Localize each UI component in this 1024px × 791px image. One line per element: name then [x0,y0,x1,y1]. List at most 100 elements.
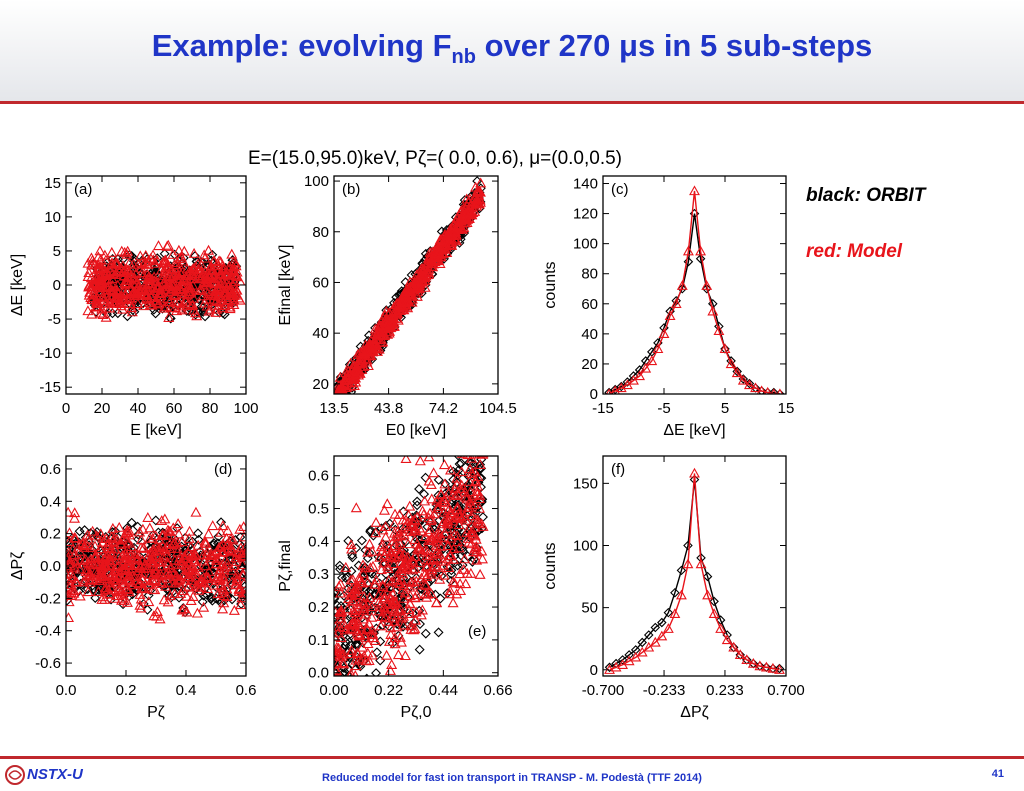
model-point [432,503,444,514]
orbit-point [334,667,340,676]
orbit-point [165,313,176,324]
model-point [160,283,172,294]
model-point [231,289,243,300]
model-point [143,296,155,307]
model-point [151,610,163,621]
model-point [403,296,415,307]
orbit-point [338,590,349,601]
model-point [756,385,767,394]
model-point [374,327,387,338]
model-point [457,208,469,219]
model-point [81,529,94,540]
orbit-point [663,607,674,618]
model-point [66,553,73,564]
model-point [161,556,173,567]
orbit-point [351,682,359,690]
panel-frame [602,175,787,395]
model-point [224,286,236,297]
model-point [470,533,482,544]
orbit-point [207,595,218,606]
model-point [222,539,234,550]
model-point [210,295,223,306]
model-point [164,286,176,297]
model-point [414,544,426,555]
orbit-point [193,528,203,539]
model-point [92,259,104,270]
model-point [134,526,146,537]
panel-frame [602,455,787,677]
model-point [413,276,425,287]
orbit-point [81,548,92,559]
model-point [438,569,450,580]
model-point [217,275,229,286]
model-point [185,265,197,276]
model-point [398,563,410,574]
model-point [439,478,451,489]
model-point [454,568,466,579]
model-point [417,505,429,516]
model-point [85,272,97,283]
model-point [100,297,112,308]
legend-model: red: Model [806,241,903,262]
model-point [422,252,434,263]
model-point [463,536,475,547]
model-point [129,547,141,558]
y-tick-label: 15 [44,175,61,192]
model-point [669,608,681,619]
model-point [383,327,395,338]
model-point [448,529,460,540]
model-point [138,563,150,574]
panel-c: -15 -5 5 15 0 20 40 60 80 100 120 140 ΔE [keV] counts… [542,175,794,439]
model-point [436,247,448,258]
model-point [163,569,175,580]
model-point [393,577,405,588]
orbit-point [334,625,345,636]
x-axis-label: ΔPζ [680,704,708,721]
x-tick-label: 0.6 [236,682,257,699]
model-point [426,533,438,544]
x-tick-label: 100 [233,400,258,417]
y-tick-label: 0.6 [308,468,329,485]
y-tick-label: 0.2 [308,599,329,616]
model-point [468,466,481,477]
model-point [436,518,448,529]
model-point [395,557,407,568]
model-point [335,587,347,598]
model-point [175,587,187,598]
model-point [445,532,457,543]
model-point [377,581,389,592]
model-point [701,280,713,290]
data-marks [334,176,487,394]
model-point [452,221,464,232]
y-tick-label: 0 [590,386,598,403]
model-point [335,609,347,620]
panel-d: 0.0 0.2 0.4 0.6 -0.6 -0.4 -0.2 0.0 0.2 0.4 0.6 Pζ ΔP… [9,455,257,721]
model-point [99,582,111,593]
y-axis-label: counts [542,542,559,589]
orbit-point [453,486,464,497]
orbit-point [227,594,238,605]
model-point [203,270,215,281]
model-point [198,277,210,288]
y-tick-label: 0.6 [40,461,61,478]
page-number: 41 [991,768,1004,780]
model-point [106,246,118,257]
model-point [725,358,737,369]
model-point [235,599,246,610]
model-point [238,531,246,542]
model-point [336,383,348,394]
y-tick-label: 100 [573,236,598,253]
panel-b: 13.5 43.8 74.2 104.5 20 40 60 80 100 E0 [keV] Efin… [277,173,517,439]
model-point [160,580,172,591]
x-tick-label: -0.700 [582,682,625,699]
model-point [409,514,421,525]
model-point [122,558,134,569]
model-point [69,555,82,566]
panel-tag: (c) [611,181,629,198]
model-point [169,554,181,565]
model-point [180,560,192,571]
model-point [217,538,229,549]
model-point [426,564,438,575]
model-point [126,302,138,313]
model-point [116,592,129,603]
